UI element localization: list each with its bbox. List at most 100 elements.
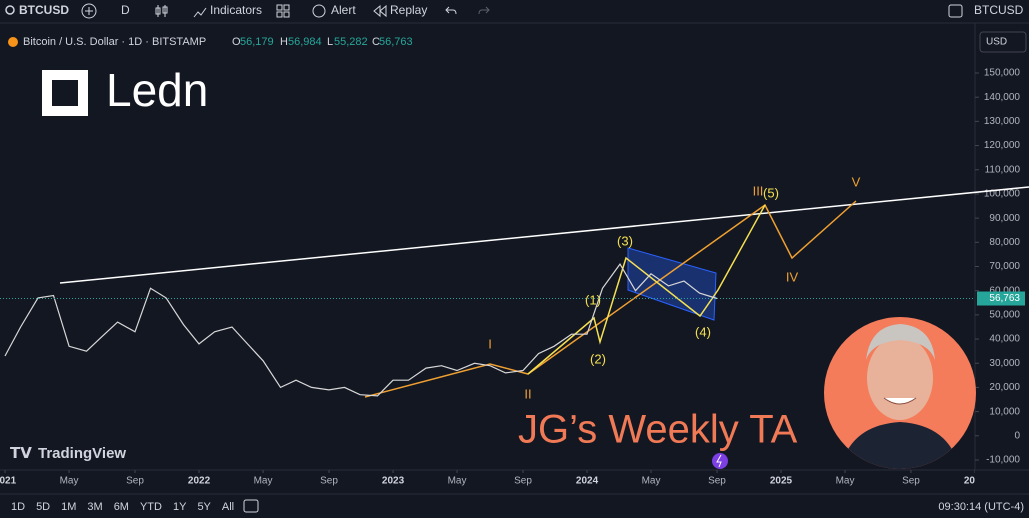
- y-tick-label: 140,000: [984, 92, 1021, 103]
- wave-label: I: [488, 336, 492, 351]
- y-tick-label: 20,000: [989, 382, 1020, 393]
- trendline: [59, 186, 1029, 284]
- layout-icon: [283, 4, 290, 11]
- x-tick-label: 2025: [770, 476, 793, 487]
- wave-label: (4): [695, 324, 711, 339]
- y-tick-label: 0: [1014, 430, 1020, 441]
- x-tick-label: 2024: [576, 476, 599, 487]
- x-tick-label: Sep: [320, 476, 338, 487]
- range-button[interactable]: 3M: [87, 501, 102, 513]
- o-label: O: [232, 36, 241, 48]
- range-button[interactable]: 1D: [11, 501, 25, 513]
- replay-icon: [373, 4, 387, 18]
- bolt: [716, 454, 722, 468]
- x-tick-label: Sep: [902, 476, 920, 487]
- y-tick-label: 110,000: [985, 164, 1021, 175]
- add-symbol[interactable]: [81, 3, 97, 19]
- indicators-button[interactable]: Indicators: [210, 3, 262, 17]
- y-tick-label: 30,000: [989, 358, 1020, 369]
- l-value: 55,282: [334, 36, 368, 48]
- undo[interactable]: [445, 6, 457, 15]
- range-button[interactable]: 5Y: [197, 501, 211, 513]
- x-tick-label: 2022: [188, 476, 211, 487]
- currency: USD: [986, 37, 1007, 48]
- wave-major: [364, 200, 857, 398]
- x-tick-label: 2023: [382, 476, 405, 487]
- wave-minor: [527, 204, 766, 375]
- wave-label: V: [852, 174, 861, 189]
- x-tick-label: May: [836, 476, 855, 487]
- channel: [627, 247, 717, 321]
- plus: [85, 7, 93, 15]
- interval[interactable]: D: [121, 3, 130, 17]
- replay-button[interactable]: Replay: [390, 3, 427, 17]
- ledn-icon: [42, 70, 88, 116]
- toolbar: [0, 0, 1029, 23]
- layout-icon: [276, 11, 283, 18]
- y-tick-label: 130,000: [984, 116, 1021, 127]
- y-tick-label: 90,000: [989, 213, 1020, 224]
- y-tick-label: 120,000: [984, 140, 1021, 151]
- alert-button[interactable]: Alert: [331, 3, 356, 17]
- headline: JG’s Weekly TA: [518, 408, 798, 452]
- wave-label: (1): [585, 292, 601, 307]
- range-button[interactable]: YTD: [140, 501, 162, 513]
- event-icon[interactable]: [712, 453, 728, 469]
- legend-name: Bitcoin / U.S. Dollar · 1D · BITSTAMP: [23, 36, 206, 48]
- wave-label: (5): [763, 185, 779, 200]
- x-tick-label: 2026: [964, 476, 987, 487]
- c-value: 56,763: [379, 36, 413, 48]
- h-value: 56,984: [288, 36, 322, 48]
- search-icon[interactable]: [5, 5, 15, 15]
- wave-label: III: [753, 183, 764, 198]
- clock: 09:30:14 (UTC-4): [938, 501, 1024, 513]
- range-button[interactable]: 1M: [61, 501, 76, 513]
- range-button[interactable]: 5D: [36, 501, 50, 513]
- indicators-icon: [193, 7, 207, 18]
- o-value: 56,179: [240, 36, 274, 48]
- right-symbol[interactable]: BTCUSD: [974, 3, 1024, 17]
- c-label: C: [372, 36, 380, 48]
- y-tick-label: 40,000: [989, 334, 1020, 345]
- plot: -10,000 0 10,000 20,000 30,000 40,000 50,000 60…: [0, 68, 1029, 487]
- y-tick-label: 60,000: [989, 285, 1020, 296]
- last-price-label: 56,763: [989, 293, 1020, 304]
- x-tick-label: May: [448, 476, 467, 487]
- symbol[interactable]: BTCUSD: [19, 3, 69, 17]
- x-tick-label: May: [254, 476, 273, 487]
- compare-icon[interactable]: [948, 4, 963, 18]
- x-tick-label: Sep: [126, 476, 144, 487]
- watermark: TradingView: [38, 445, 126, 462]
- h-label: H: [280, 36, 288, 48]
- tv-mark: 𝗧𝗩: [10, 445, 32, 462]
- layout-icon[interactable]: [276, 4, 283, 11]
- x-tick-label: Sep: [514, 476, 532, 487]
- x-tick-label: 2021: [0, 476, 17, 487]
- currency-select[interactable]: [979, 31, 1027, 53]
- date-range-icon[interactable]: [243, 499, 259, 513]
- range-button[interactable]: 6M: [114, 501, 129, 513]
- y-tick-label: 150,000: [984, 68, 1021, 79]
- y-tick-label: 50,000: [989, 310, 1020, 321]
- range-button[interactable]: 1Y: [173, 501, 187, 513]
- ohlc: O 56,179 H 56,984 L 55,282 C 56,763: [232, 36, 413, 48]
- y-tick-label: -10,000: [986, 455, 1020, 466]
- price-line: [4, 263, 718, 397]
- y-tick-label: 80,000: [989, 237, 1020, 248]
- y-tick-label: 10,000: [989, 406, 1020, 417]
- range-button[interactable]: All: [222, 501, 234, 513]
- wave-label: IV: [786, 269, 799, 284]
- candle-icon: [162, 6, 168, 14]
- l-label: L: [327, 36, 333, 48]
- last-price-box: [977, 291, 1025, 306]
- layout-icon: [283, 11, 290, 18]
- x-axis: 2021 May Sep 2022 May Sep 2023 May Sep 2024 May Sep…: [0, 470, 987, 487]
- logo-text: Ledn: [106, 64, 208, 116]
- wave-label: (2): [590, 351, 606, 366]
- y-tick-label: 100,000: [984, 189, 1021, 200]
- x-tick-label: May: [60, 476, 79, 487]
- redo[interactable]: [478, 6, 490, 15]
